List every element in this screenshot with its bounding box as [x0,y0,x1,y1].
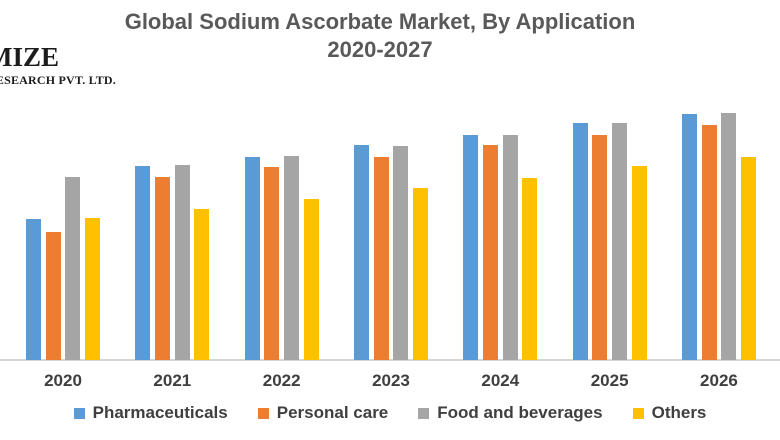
legend-label: Personal care [276,403,389,422]
bar-pharmaceuticals [353,145,369,360]
legend-label: Food and beverages [437,403,603,422]
bars [353,113,428,360]
bar-others [412,188,428,360]
category-label: 2025 [590,371,629,390]
chart-title-line1: Global Sodium Ascorbate Market, By Appli… [124,9,636,34]
bar-food-and-beverages [65,177,81,360]
bar-group-2022: 2022 [244,113,319,391]
bar-personal-care [701,125,717,360]
legend-item-pharmaceuticals: Pharmaceuticals [73,403,228,423]
chart-title-line2: 2020-2027 [327,37,433,62]
bars [26,113,100,360]
bar-group-2025: 2025 [572,113,647,391]
bar-group-2021: 2021 [135,113,210,391]
bar-food-and-beverages [283,156,299,360]
category-label: 2026 [700,371,738,390]
company-logo: MIZE RESEARCH PVT. LTD. [0,42,116,87]
bar-group-2026: 2026 [681,113,756,391]
logo-text-secondary: RESEARCH PVT. LTD. [0,73,116,87]
logo-text-primary: MIZE [0,42,60,72]
bars [135,113,210,360]
bar-pharmaceuticals [244,157,260,360]
category-label: 2023 [372,371,410,390]
bar-personal-care [592,135,608,360]
bar-others [631,166,647,360]
bars [244,113,319,360]
bar-personal-care [482,145,498,360]
category-label: 2021 [153,371,192,390]
chart-title: Global Sodium Ascorbate Market, By Appli… [0,8,760,64]
chart-legend: Pharmaceuticals Personal care Food and bev… [0,403,780,423]
bar-group-2020: 2020 [26,113,100,391]
category-label: 2020 [44,371,82,390]
bar-pharmaceuticals [681,114,697,360]
bars [463,113,538,360]
bar-food-and-beverages [393,146,409,360]
bar-others [194,209,210,360]
bar-food-and-beverages [611,123,627,360]
bar-pharmaceuticals [572,123,588,360]
bar-group-2024: 2024 [463,113,538,391]
bar-pharmaceuticals [26,219,41,360]
legend-swatch [632,407,644,419]
legend-swatch [73,407,85,419]
bar-pharmaceuticals [463,135,479,360]
bar-others [84,218,100,360]
bar-group-2023: 2023 [353,113,428,391]
category-label: 2024 [481,371,520,390]
x-axis-line [0,359,780,361]
bar-food-and-beverages [174,165,190,360]
bars [681,113,756,360]
bar-food-and-beverages [721,113,737,360]
category-label: 2022 [262,371,301,390]
bar-others [303,199,319,360]
legend-swatch [257,407,269,419]
bars [572,113,647,360]
bar-personal-care [373,157,389,360]
bar-personal-care [45,232,61,360]
bar-others [740,157,756,360]
legend-label: Others [651,403,707,422]
bar-personal-care [154,177,170,360]
bar-personal-care [264,167,280,360]
legend-item-food-and-beverages: Food and beverages [418,403,603,423]
bar-others [522,178,538,360]
legend-swatch [418,407,430,419]
bar-pharmaceuticals [135,166,151,360]
legend-item-others: Others [632,403,707,423]
legend-label: Pharmaceuticals [92,403,228,422]
bar-food-and-beverages [502,135,518,360]
legend-item-personal-care: Personal care [257,403,389,423]
